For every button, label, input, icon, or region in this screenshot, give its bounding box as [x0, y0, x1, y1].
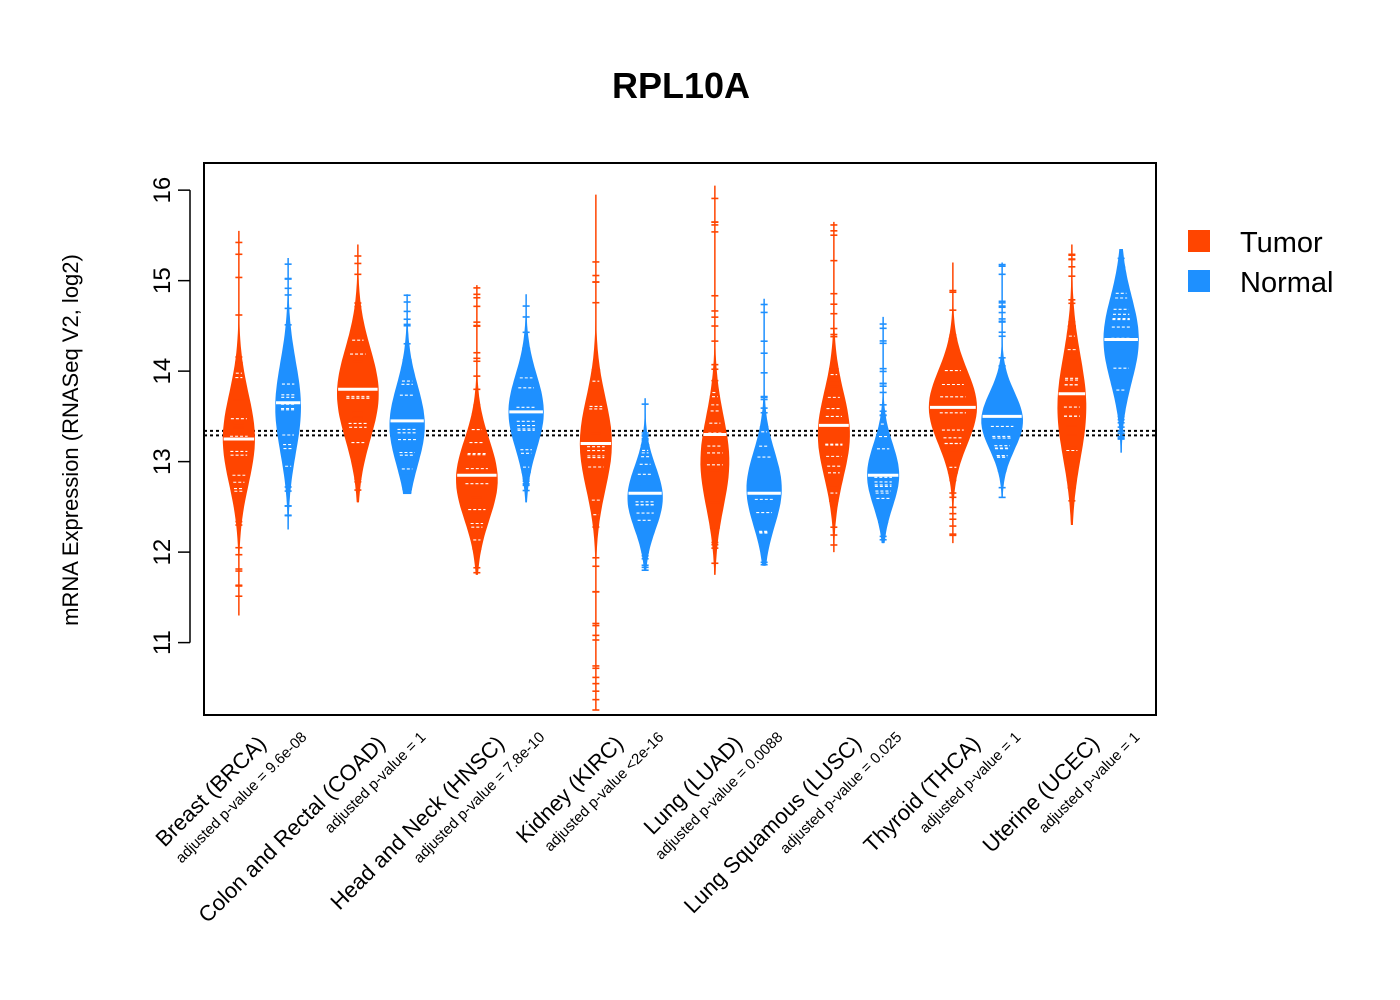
- violin-body: [928, 262, 977, 544]
- violin-body: [337, 244, 379, 503]
- violin-body: [389, 294, 425, 494]
- violins: [222, 185, 1139, 711]
- y-tick-label: 11: [149, 630, 176, 655]
- y-tick-label: 14: [149, 358, 176, 385]
- y-tick-label: 16: [149, 177, 176, 204]
- violin-normal-5: [746, 298, 782, 566]
- y-tick-label: 15: [149, 267, 176, 294]
- violin-normal-4: [627, 398, 663, 572]
- y-tick-label: 13: [149, 448, 176, 475]
- violin-tumor-2: [337, 244, 379, 503]
- chart-title: RPL10A: [612, 65, 750, 106]
- violin-normal-7: [981, 262, 1023, 499]
- legend-swatch-tumor: [1188, 230, 1210, 252]
- violin-normal-2: [389, 294, 425, 495]
- legend-label-normal: Normal: [1240, 267, 1333, 299]
- violin-normal-8: [1103, 248, 1139, 453]
- violin-tumor-3: [456, 285, 498, 575]
- legend-swatch-normal: [1188, 270, 1210, 292]
- violin-tumor-7: [928, 262, 977, 544]
- legend: Tumor Normal: [1188, 227, 1333, 299]
- violin-body: [981, 262, 1023, 498]
- violin-normal-1: [275, 258, 301, 530]
- x-axis-labels: Breast (BRCA)adjusted p-value = 9.6e-08C…: [150, 729, 1143, 928]
- y-axis: 11 12 13 14 15 16: [149, 177, 191, 655]
- violin-body: [579, 194, 612, 711]
- y-tick-label: 12: [149, 539, 176, 566]
- violin-tumor-5: [700, 185, 730, 575]
- violin-body: [275, 258, 301, 530]
- y-axis-label: mRNA Expression (RNASeq V2, log2): [58, 254, 83, 626]
- violin-normal-6: [867, 316, 900, 544]
- plot-frame: [203, 162, 1157, 716]
- violin-tumor-6: [817, 221, 850, 553]
- violin-tumor-4: [579, 194, 612, 711]
- violin-tumor-1: [222, 230, 255, 616]
- violin-tumor-8: [1057, 244, 1087, 525]
- legend-label-tumor: Tumor: [1240, 227, 1323, 259]
- violin-normal-3: [508, 294, 544, 503]
